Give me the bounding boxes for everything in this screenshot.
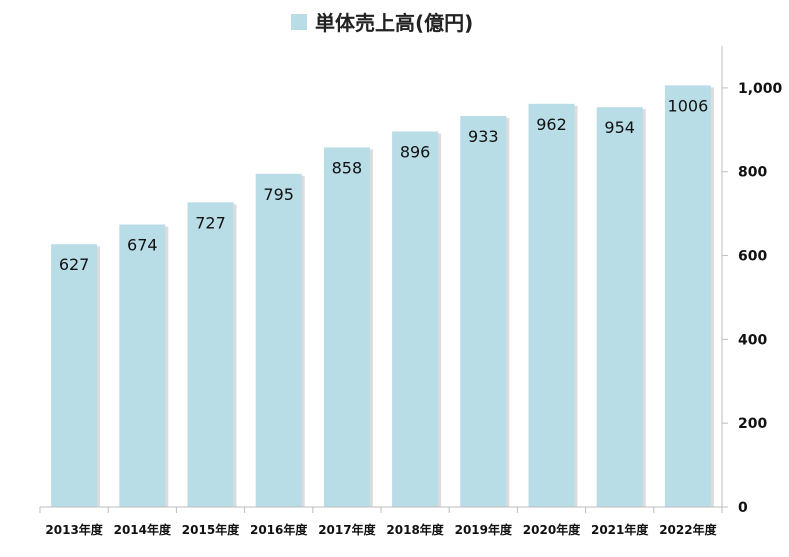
bar xyxy=(460,115,507,507)
bar xyxy=(187,202,234,507)
data-label: 954 xyxy=(604,118,635,137)
x-tick-label: 2018年度 xyxy=(386,522,444,537)
x-tick-label: 2021年度 xyxy=(591,522,649,537)
bar xyxy=(664,85,711,508)
bar xyxy=(528,103,575,508)
x-tick-label: 2020年度 xyxy=(523,522,581,537)
y-axis: 0 200 400 600 800 1,000 xyxy=(721,46,783,516)
bar xyxy=(119,224,166,508)
y-tick-label: 200 xyxy=(738,416,767,432)
data-label: 674 xyxy=(127,236,158,255)
data-label: 858 xyxy=(332,158,363,177)
data-label: 727 xyxy=(195,213,226,232)
legend: 単体売上高(億円) xyxy=(291,11,473,35)
x-tick-label: 2017年度 xyxy=(318,522,376,537)
bar xyxy=(51,244,98,508)
x-tick-label: 2016年度 xyxy=(250,522,308,537)
y-tick-label: 1,000 xyxy=(738,81,783,97)
x-tick-label: 2019年度 xyxy=(455,522,513,537)
legend-swatch xyxy=(291,14,307,30)
y-tick-label: 800 xyxy=(738,165,767,181)
data-label: 962 xyxy=(536,115,567,134)
x-tick-label: 2015年度 xyxy=(182,522,240,537)
data-label: 896 xyxy=(400,142,431,161)
bar xyxy=(255,173,302,507)
data-label: 627 xyxy=(59,255,90,274)
data-labels: 627 674 727 795 858 896 933 962 954 1006 xyxy=(59,96,708,274)
data-label: 933 xyxy=(468,127,499,146)
x-tick-label: 2013年度 xyxy=(45,522,103,537)
data-label: 795 xyxy=(263,185,294,204)
x-tick-label: 2022年度 xyxy=(659,522,717,537)
bar xyxy=(392,131,439,507)
bar xyxy=(596,107,643,508)
bars xyxy=(51,85,714,508)
x-axis: 2013年度 2014年度 2015年度 2016年度 2017年度 2018年度 2019… xyxy=(39,506,723,537)
x-tick-label: 2014年度 xyxy=(114,522,172,537)
legend-label: 単体売上高(億円) xyxy=(315,11,473,35)
y-tick-label: 0 xyxy=(738,500,748,516)
bar xyxy=(323,147,370,508)
data-label: 1006 xyxy=(668,96,709,115)
y-tick-label: 400 xyxy=(738,332,767,348)
y-tick-label: 600 xyxy=(738,249,767,265)
